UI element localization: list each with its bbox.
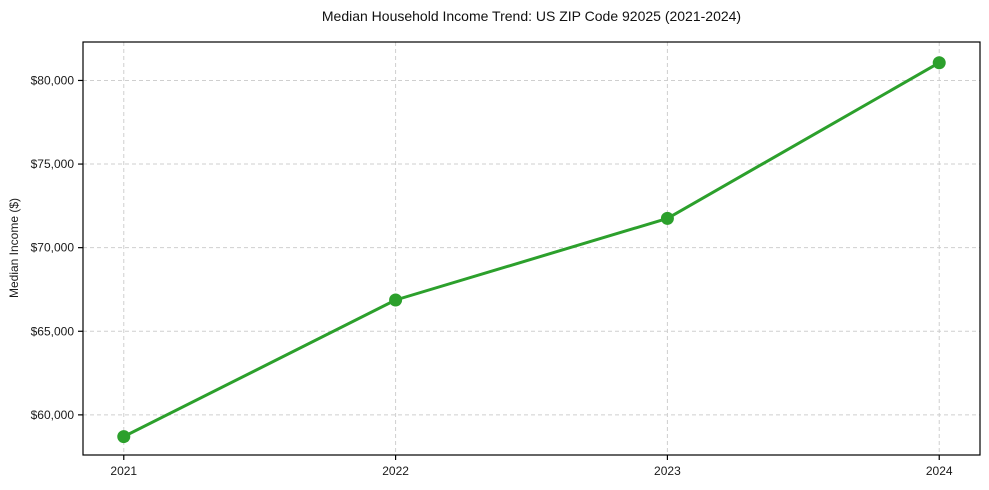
y-tick-label: $60,000 bbox=[31, 408, 75, 422]
data-point-marker bbox=[117, 430, 131, 444]
axes-frame bbox=[82, 41, 981, 456]
data-point-marker bbox=[660, 211, 674, 225]
y-tick-label: $70,000 bbox=[31, 241, 75, 255]
x-tick-label: 2022 bbox=[382, 464, 409, 478]
x-tick-label: 2024 bbox=[926, 464, 953, 478]
y-tick-label: $75,000 bbox=[31, 157, 75, 171]
data-point-marker bbox=[389, 293, 403, 307]
x-tick-label: 2023 bbox=[654, 464, 681, 478]
y-tick-label: $80,000 bbox=[31, 73, 75, 87]
x-tick-label: 2021 bbox=[110, 464, 137, 478]
data-point-marker bbox=[932, 56, 946, 70]
chart-title: Median Household Income Trend: US ZIP Co… bbox=[321, 8, 742, 24]
trend-line bbox=[122, 61, 941, 439]
y-tick-label: $65,000 bbox=[31, 324, 75, 338]
